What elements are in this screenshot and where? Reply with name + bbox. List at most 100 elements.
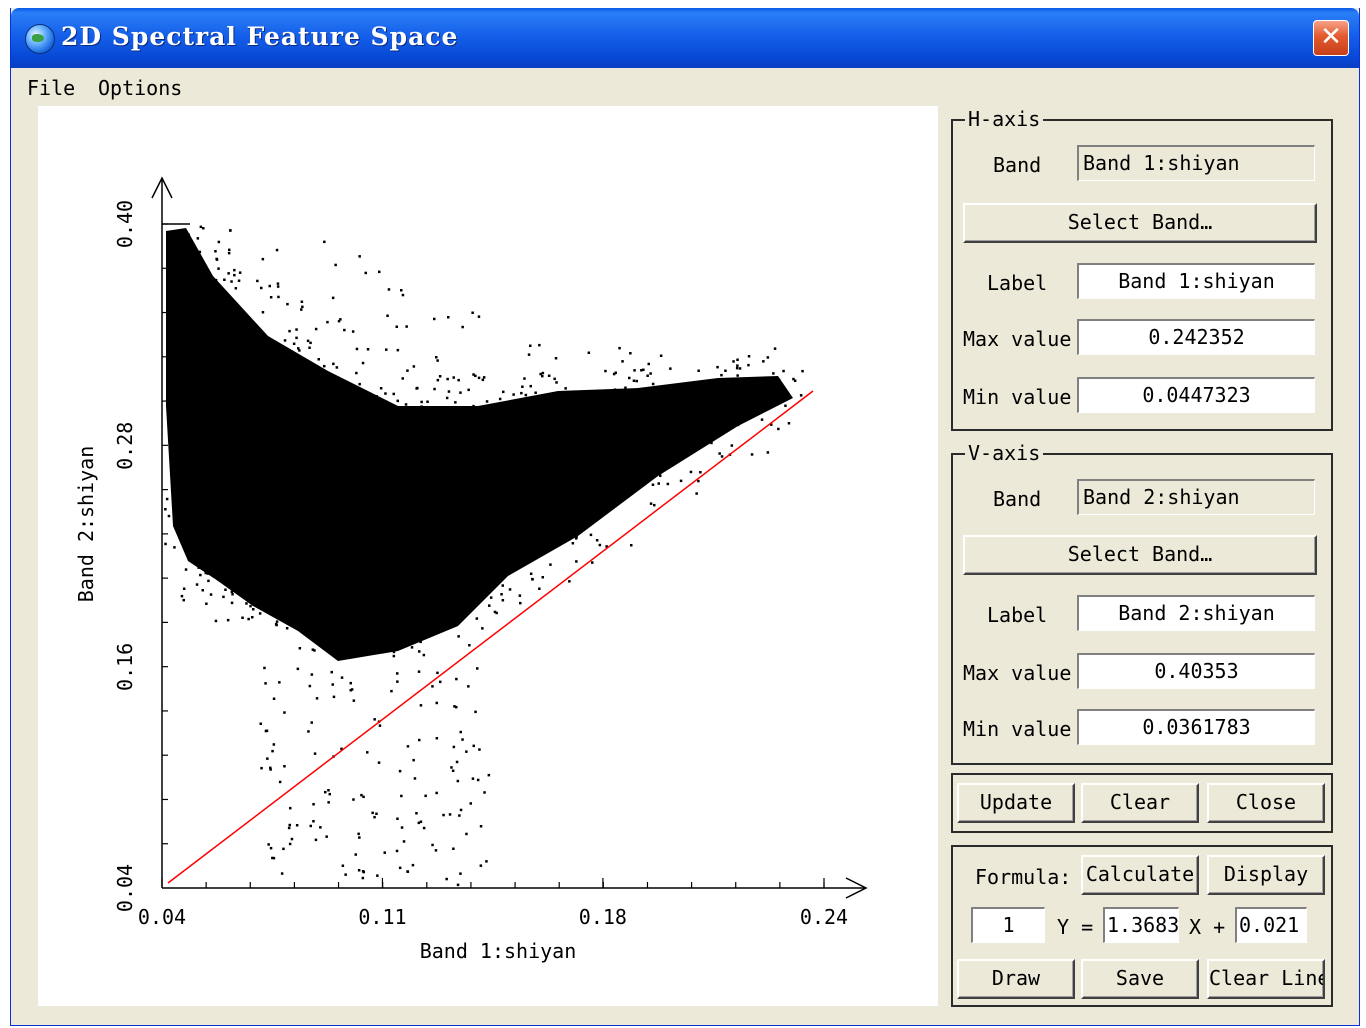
scatter-point	[699, 471, 702, 474]
v-select-band-button[interactable]: Select Band…	[963, 535, 1317, 575]
scatter-point	[238, 271, 242, 274]
scatter-point	[598, 499, 601, 502]
v-max-value-input[interactable]: 0.40353	[1077, 653, 1315, 689]
scatter-point	[309, 341, 312, 345]
scatter-point	[745, 392, 749, 395]
v-label-input[interactable]: Band 2:shiyan	[1077, 595, 1315, 631]
scatter-point	[231, 421, 234, 424]
scatter-point	[187, 281, 190, 284]
scatter-point	[337, 319, 341, 323]
scatter-point	[432, 609, 435, 613]
scatter-point	[291, 624, 295, 627]
scatter-point	[278, 780, 282, 784]
scatter-point	[395, 325, 398, 328]
h-select-band-button[interactable]: Select Band…	[963, 203, 1317, 243]
scatter-point	[679, 479, 683, 483]
scatter-point	[650, 429, 653, 433]
scatter-point	[568, 480, 571, 483]
scatter-point	[470, 412, 473, 416]
scatter-point	[371, 600, 374, 603]
title-bar[interactable]: 2D Spectral Feature Space ✕	[11, 8, 1359, 68]
scatter-point	[747, 355, 751, 358]
scatter-point	[167, 514, 171, 518]
scatter-point	[433, 537, 436, 540]
scatter-point	[313, 649, 316, 652]
clear-line-button[interactable]: Clear Line	[1207, 959, 1325, 999]
scatter-point	[187, 233, 190, 236]
h-min-value-input[interactable]: 0.0447323	[1077, 377, 1315, 413]
scatter-point	[539, 372, 542, 376]
scatter-point	[552, 415, 555, 418]
scatter-point	[249, 505, 252, 508]
scatter-point	[507, 487, 510, 491]
scatter-point	[277, 604, 281, 607]
scatter-point	[195, 267, 198, 270]
scatter-point	[292, 342, 296, 345]
scatter-point	[180, 594, 184, 598]
close-window-button[interactable]: ✕	[1313, 20, 1349, 56]
scatter-point	[241, 396, 244, 400]
clear-button[interactable]: Clear	[1081, 783, 1199, 823]
scatter-point	[766, 356, 770, 359]
scatter-point	[274, 392, 277, 395]
scatter-point	[720, 373, 723, 377]
scatter-point	[400, 511, 403, 515]
fit-line	[167, 390, 814, 884]
scatter-point	[538, 587, 541, 590]
slope-input[interactable]: 1.3683	[1103, 907, 1179, 943]
scatter-point	[195, 278, 199, 282]
scatter-point	[256, 279, 259, 283]
calculate-button[interactable]: Calculate	[1081, 855, 1199, 895]
scatter-point	[362, 549, 366, 552]
menu-file[interactable]: File	[27, 76, 76, 100]
scatter-point	[201, 589, 204, 592]
scatter-point	[400, 826, 404, 829]
menu-bar: File Options	[11, 68, 1359, 104]
scatter-point	[339, 656, 343, 660]
scatter-point	[310, 452, 314, 455]
scatter-point	[361, 361, 365, 365]
scatter-point	[490, 549, 494, 553]
close-button[interactable]: Close	[1207, 783, 1325, 823]
display-button[interactable]: Display	[1207, 855, 1325, 895]
scatter-point	[412, 758, 415, 762]
scatter-point	[634, 409, 637, 413]
scatter-point	[341, 515, 344, 518]
scatter-point	[515, 406, 518, 409]
formula-label: Formula:	[975, 865, 1072, 889]
draw-button[interactable]: Draw	[957, 959, 1075, 999]
scatter-point	[628, 397, 631, 400]
scatter-point	[442, 463, 446, 467]
scatter-point	[436, 359, 439, 362]
scatter-point	[569, 531, 572, 534]
v-band-field: Band 2:shiyan	[1077, 479, 1315, 515]
menu-options[interactable]: Options	[98, 76, 183, 100]
scatter-point	[300, 300, 304, 303]
scatter-point	[649, 372, 652, 375]
scatter-plot-area[interactable]: 0.04 0.11 0.18 0.24 0.04 0.16 0.28 0.40 Band 1…	[38, 106, 938, 1006]
scatter-point	[379, 501, 383, 505]
scatter-point	[203, 329, 206, 332]
save-button[interactable]: Save	[1081, 959, 1199, 999]
scatter-point	[258, 612, 262, 615]
scatter-point	[603, 410, 606, 414]
scatter-point	[588, 521, 591, 524]
scatter-point	[176, 284, 179, 287]
scatter-point	[366, 751, 369, 754]
scatter-point	[516, 488, 519, 492]
scatter-point	[358, 836, 361, 839]
scatter-point	[323, 240, 326, 244]
scatter-point	[621, 403, 624, 406]
scatter-point	[566, 436, 570, 439]
scatter-point	[496, 485, 499, 488]
h-label-input[interactable]: Band 1:shiyan	[1077, 263, 1315, 299]
formula-index-input[interactable]: 1	[971, 907, 1045, 943]
scatter-point	[629, 406, 632, 409]
intercept-input[interactable]: 0.021	[1235, 907, 1307, 943]
scatter-point	[396, 672, 399, 675]
update-button[interactable]: Update	[957, 783, 1075, 823]
h-max-value-input[interactable]: 0.242352	[1077, 319, 1315, 355]
v-min-value-input[interactable]: 0.0361783	[1077, 709, 1315, 745]
scatter-point	[393, 638, 397, 641]
scatter-point	[571, 542, 575, 545]
